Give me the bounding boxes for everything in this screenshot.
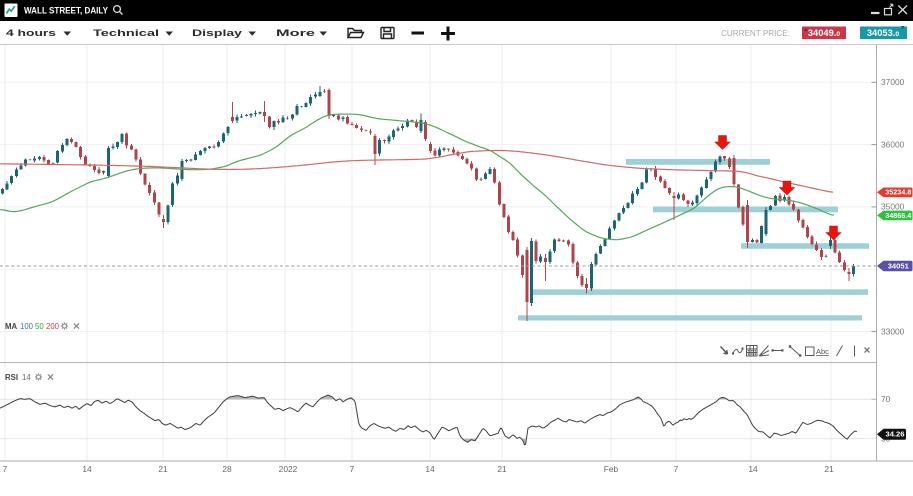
svg-text:7: 7: [674, 464, 679, 474]
svg-text:34866.4: 34866.4: [885, 211, 911, 220]
svg-text:More: More: [276, 28, 315, 39]
svg-text:14: 14: [82, 464, 92, 474]
svg-text:35000: 35000: [881, 202, 905, 212]
svg-text:RSI: RSI: [5, 373, 18, 382]
svg-text:MA: MA: [5, 322, 17, 331]
svg-text:2022: 2022: [279, 464, 298, 474]
svg-text:36000: 36000: [881, 139, 905, 149]
svg-text:14: 14: [425, 464, 435, 474]
svg-text:33000: 33000: [881, 326, 905, 336]
svg-text:4 hours: 4 hours: [6, 28, 56, 39]
svg-text:37000: 37000: [881, 77, 905, 87]
svg-text:100: 100: [20, 322, 34, 331]
svg-text:21: 21: [158, 464, 168, 474]
svg-text:50: 50: [35, 322, 44, 331]
svg-text:34.26: 34.26: [885, 430, 904, 439]
svg-text:Feb: Feb: [604, 464, 619, 474]
svg-text:21: 21: [497, 464, 507, 474]
svg-text:34051: 34051: [888, 261, 910, 270]
svg-text:28: 28: [222, 464, 232, 474]
svg-text:Display: Display: [192, 28, 243, 39]
svg-text:CURRENT PRICE:: CURRENT PRICE:: [721, 28, 790, 38]
svg-text:35234.8: 35234.8: [885, 188, 911, 197]
svg-text:7: 7: [3, 464, 8, 474]
svg-text:7: 7: [350, 464, 355, 474]
svg-text:21: 21: [824, 464, 834, 474]
svg-text:Technical: Technical: [93, 28, 159, 39]
svg-text:34053.0: 34053.0: [867, 28, 899, 38]
svg-text:200: 200: [46, 322, 60, 331]
svg-text:Abc: Abc: [816, 347, 829, 356]
svg-text:70: 70: [881, 394, 891, 404]
svg-text:WALL STREET, DAILY: WALL STREET, DAILY: [24, 5, 108, 15]
svg-text:34049.0: 34049.0: [808, 28, 840, 38]
svg-text:14: 14: [748, 464, 758, 474]
svg-text:14: 14: [22, 373, 31, 382]
